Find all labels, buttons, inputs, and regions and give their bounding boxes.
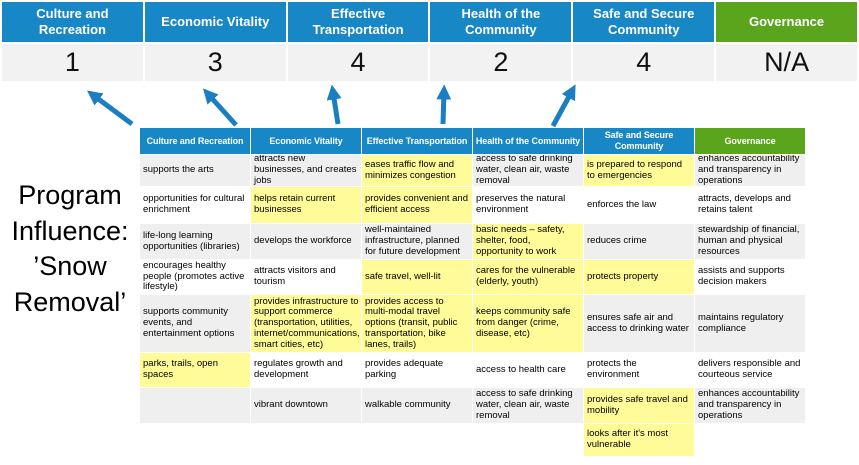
scoreboard-score-effective-transportation: 4: [287, 44, 429, 81]
influence-matrix: Culture and Recreation Economic Vitality E…: [140, 128, 805, 456]
scoreboard: Culture and Recreation Economic Vitality E…: [2, 2, 857, 81]
scoreboard-header-culture-and-recreation: Culture and Recreation: [2, 2, 143, 42]
matrix-cell-r1-c4: access to safe drinking water, clean air…: [473, 155, 583, 186]
scoreboard-header-economic-vitality: Economic Vitality: [144, 2, 286, 42]
matrix-cell-r8-c2: [251, 424, 361, 456]
matrix-cell-r2-c2: helps retain current businesses: [251, 187, 361, 223]
scoreboard-score-economic-vitality: 3: [144, 44, 286, 81]
matrix-cell-r4-c3: safe travel, well-lit: [362, 260, 472, 294]
arrow-safe-icon: [550, 84, 576, 128]
matrix-cell-r3-c5: reduces crime: [584, 224, 694, 259]
matrix-cell-r4-c4: cares for the vulnerable (elderly, youth…: [473, 260, 583, 294]
matrix-cell-r1-c6: enhances accountability and transparency…: [695, 155, 805, 186]
matrix-cell-r5-c3: provides access to multi-modal travel op…: [362, 295, 472, 352]
matrix-cell-r6-c4: access to health care: [473, 353, 583, 387]
matrix-cell-r1-c1: supports the arts: [140, 155, 250, 186]
matrix-cell-r3-c6: stewardship of financial, human and phys…: [695, 224, 805, 259]
matrix-header-health-of-the-community: Health of the Community: [473, 128, 583, 154]
matrix-header-safe-and-secure-community: Safe and Secure Community: [584, 128, 694, 154]
scoreboard-header-effective-transportation: Effective Transportation: [287, 2, 429, 42]
matrix-cell-r5-c4: keeps community safe from danger (crime,…: [473, 295, 583, 352]
matrix-cell-r2-c5: enforces the law: [584, 187, 694, 223]
matrix-cell-r2-c6: attracts, develops and retains talent: [695, 187, 805, 223]
matrix-header-economic-vitality: Economic Vitality: [251, 128, 361, 154]
matrix-cell-r6-c3: provides adequate parking: [362, 353, 472, 387]
matrix-cell-r7-c3: walkable community: [362, 388, 472, 423]
matrix-cell-r5-c2: provides infrastructure to support comme…: [251, 295, 361, 352]
scoreboard-header-governance: Governance: [716, 2, 857, 42]
matrix-cell-r7-c5: provides safe travel and mobility: [584, 388, 694, 423]
arrow-culture-icon: [86, 90, 134, 127]
arrow-transportation-icon: [326, 84, 342, 125]
matrix-cell-r8-c1: [140, 424, 250, 456]
matrix-cell-r6-c5: protects the environment: [584, 353, 694, 387]
matrix-cell-r1-c3: eases traffic flow and minimizes congest…: [362, 155, 472, 186]
matrix-cell-r2-c1: opportunities for cultural enrichment: [140, 187, 250, 223]
arrow-economic-icon: [202, 88, 238, 127]
matrix-cell-r3-c4: basic needs – safety, shelter, food, opp…: [473, 224, 583, 259]
matrix-cell-r6-c6: delivers responsible and courteous servi…: [695, 353, 805, 387]
matrix-cell-r1-c2: attracts new businesses, and creates job…: [251, 155, 361, 186]
matrix-cell-r6-c2: regulates growth and development: [251, 353, 361, 387]
program-influence-title: Program Influence: ’Snow Removal’: [11, 180, 129, 317]
matrix-cell-r2-c3: provides convenient and efficient access: [362, 187, 472, 223]
scoreboard-score-governance: N/A: [716, 44, 857, 81]
scoreboard-score-row: 1 3 4 2 4 N/A: [2, 44, 857, 81]
matrix-header-governance: Governance: [695, 128, 805, 154]
scoreboard-score-safe-and-secure-community: 4: [573, 44, 715, 81]
scoreboard-header-health-of-the-community: Health of the Community: [430, 2, 572, 42]
matrix-cell-r5-c1: supports community events, and entertain…: [140, 295, 250, 352]
matrix-cell-r7-c4: access to safe drinking water, clean air…: [473, 388, 583, 423]
matrix-cell-r4-c5: protects property: [584, 260, 694, 294]
matrix-cell-r6-c1: parks, trails, open spaces: [140, 353, 250, 387]
matrix-header-effective-transportation: Effective Transportation: [362, 128, 472, 154]
arrow-health-icon: [436, 84, 452, 125]
matrix-cell-r4-c1: encourages healthy people (promotes acti…: [140, 260, 250, 294]
matrix-cell-r8-c3: [362, 424, 472, 456]
matrix-cell-r3-c1: life-long learning opportunities (librar…: [140, 224, 250, 259]
scoreboard-score-health-of-the-community: 2: [430, 44, 572, 81]
arrows-layer: [86, 84, 576, 128]
matrix-cell-r4-c6: assists and supports decision makers: [695, 260, 805, 294]
matrix-cell-r8-c6: [695, 424, 805, 456]
matrix-cell-r7-c2: vibrant downtown: [251, 388, 361, 423]
matrix-cell-r1-c5: is prepared to respond to emergencies: [584, 155, 694, 186]
matrix-header-culture-and-recreation: Culture and Recreation: [140, 128, 250, 154]
matrix-cell-r7-c1: [140, 388, 250, 423]
matrix-cell-r8-c5: looks after it's most vulnerable: [584, 424, 694, 456]
matrix-cell-r8-c4: [473, 424, 583, 456]
matrix-cell-r3-c2: develops the workforce: [251, 224, 361, 259]
scoreboard-header-safe-and-secure-community: Safe and Secure Community: [573, 2, 715, 42]
scoreboard-header-row: Culture and Recreation Economic Vitality E…: [2, 2, 857, 42]
matrix-cell-r5-c5: ensures safe air and access to drinking …: [584, 295, 694, 352]
matrix-cell-r2-c4: preserves the natural environment: [473, 187, 583, 223]
matrix-cell-r7-c6: enhances accountability and transparency…: [695, 388, 805, 423]
matrix-cell-r3-c3: well-maintained infrastructure, planned …: [362, 224, 472, 259]
scoreboard-score-culture-and-recreation: 1: [2, 44, 143, 81]
matrix-cell-r5-c6: maintains regulatory compliance: [695, 295, 805, 352]
matrix-cell-r4-c2: attracts visitors and tourism: [251, 260, 361, 294]
